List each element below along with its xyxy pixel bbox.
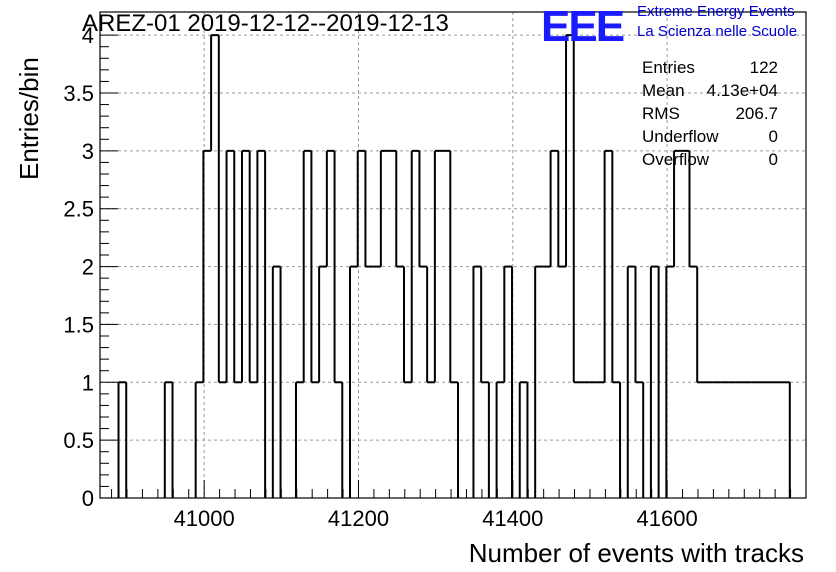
histogram-bin: [426, 266, 435, 384]
axes: 0 0.5 1 1.5 2 2.5 3 3.5 4 41000 41200 41400 41600: [63, 11, 807, 531]
stat-label: RMS: [642, 104, 680, 123]
histogram-bin: [688, 150, 698, 268]
y-tick-label: 0: [82, 486, 94, 511]
histogram-bin: [572, 35, 582, 384]
histogram-bin: [549, 149, 559, 267]
histogram-bin: [634, 266, 644, 384]
histogram-bin: [403, 266, 412, 384]
stat-row-overflow: Overflow 0: [640, 150, 780, 173]
histogram-bin: [782, 381, 791, 498]
histogram-bin: [325, 149, 335, 267]
x-tick-label: 41200: [328, 506, 389, 531]
histogram-bin: [557, 150, 567, 268]
y-tick-label: 3.5: [63, 81, 94, 106]
histogram-bin: [495, 381, 505, 498]
histogram-bin: [248, 150, 258, 384]
histogram-bin: [418, 150, 428, 268]
histogram-bin: [333, 150, 343, 384]
histogram-bin: [302, 149, 312, 383]
histogram-bin: [233, 150, 242, 384]
histogram-bin: [480, 266, 489, 384]
stat-value: 4.13e+04: [706, 81, 778, 100]
histogram-bin: [318, 265, 327, 383]
histogram-bin: [472, 265, 482, 498]
histogram-bin: [225, 149, 235, 383]
logo-line-2: La Scienza nelle Scuole: [637, 23, 798, 40]
stat-value: 122: [749, 58, 778, 77]
histogram-bin: [240, 149, 250, 383]
logo-line-1: Extreme Energy Events: [637, 3, 795, 20]
stat-row-rms: RMS 206.7: [640, 104, 780, 127]
y-tick-label: 2: [82, 255, 94, 280]
histogram-bin: [271, 265, 281, 498]
histogram-bin: [194, 381, 204, 498]
histogram-bin: [217, 35, 227, 384]
stat-row-mean: Mean 4.13e+04: [640, 81, 780, 104]
eee-logo: EEE: [541, 2, 625, 51]
y-tick-label: 2.5: [63, 197, 94, 222]
histogram-bin: [294, 381, 304, 498]
stat-row-entries: Entries 122: [640, 58, 780, 81]
stats-box: Entries 122 Mean 4.13e+04 RMS 206.7 Unde…: [640, 58, 780, 173]
histogram-bin: [395, 150, 405, 268]
histogram-bin: [603, 149, 613, 383]
x-tick-label: 41600: [637, 506, 698, 531]
histogram-bin: [163, 381, 174, 498]
histogram-bin: [433, 149, 443, 383]
histogram-bin: [310, 150, 320, 384]
histogram-bin: [673, 149, 682, 267]
histogram-bin: [649, 265, 659, 498]
stat-label: Overflow: [642, 150, 710, 169]
histogram-bin: [348, 265, 358, 498]
stat-label: Mean: [642, 81, 685, 100]
stat-row-underflow: Underflow 0: [640, 127, 780, 150]
y-axis-label: Entries/bin: [14, 57, 44, 180]
histogram-bin: [202, 149, 212, 383]
stat-value: 0: [768, 127, 778, 146]
y-tick-label: 1: [82, 370, 94, 395]
histogram-bin: [626, 265, 636, 498]
histogram-bin: [449, 150, 459, 384]
histogram-bin: [379, 149, 389, 267]
stat-label: Underflow: [642, 127, 719, 146]
histogram-bin: [565, 34, 574, 267]
histogram-bin: [364, 150, 374, 268]
chart-title: AREZ-01 2019-12-12--2019-12-13: [82, 10, 449, 37]
histogram-bin: [696, 266, 705, 384]
histogram-bin: [518, 381, 528, 498]
histogram-bin: [410, 149, 420, 383]
x-tick-label: 41400: [482, 506, 543, 531]
histogram-bin: [210, 34, 219, 151]
stat-label: Entries: [642, 58, 695, 77]
stat-value: 0: [768, 150, 778, 169]
y-tick-label: 3: [82, 139, 94, 164]
y-tick-label: 1.5: [63, 312, 94, 337]
histogram-bin: [665, 265, 675, 498]
y-tick-label: 0.5: [63, 428, 94, 453]
y-tick-label: 4: [82, 23, 94, 48]
histogram-bin: [503, 265, 513, 383]
histogram-bin: [256, 149, 266, 383]
histogram-bin: [534, 265, 543, 498]
histogram-series: [117, 34, 791, 498]
histogram-bin: [117, 381, 128, 498]
x-tick-label: 41000: [174, 506, 235, 531]
histogram-bin: [611, 150, 621, 384]
x-axis-label: Number of events with tracks: [468, 538, 804, 568]
stat-value: 206.7: [735, 104, 778, 123]
histogram-bin: [356, 149, 366, 267]
